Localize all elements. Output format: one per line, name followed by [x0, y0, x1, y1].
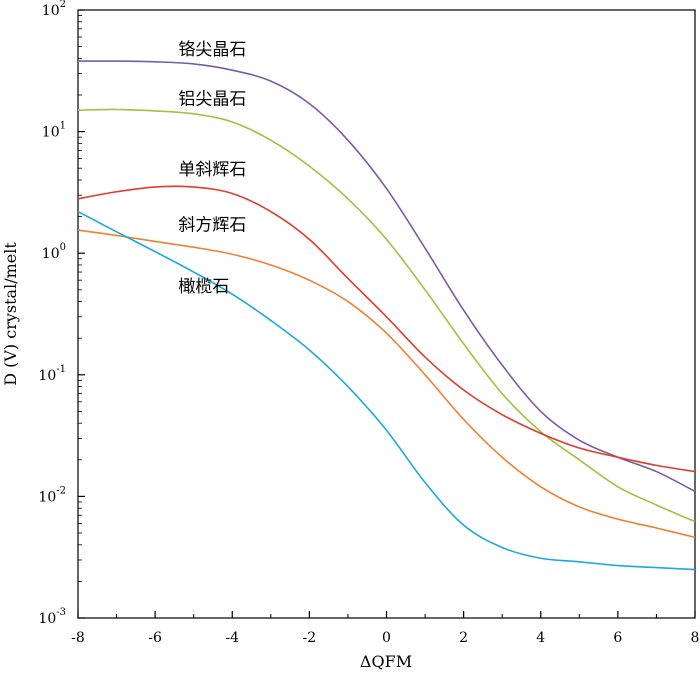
- series-label: 橄榄石: [178, 277, 229, 297]
- y-tick-label: 102: [42, 0, 66, 19]
- y-tick-exponent: -1: [56, 364, 66, 375]
- y-tick-label: 101: [42, 121, 66, 141]
- y-tick-exponent: 1: [60, 121, 66, 132]
- y-tick-base: 10: [38, 611, 56, 627]
- y-tick-exponent: 0: [60, 242, 66, 253]
- series-line: [77, 108, 696, 523]
- x-tick-label: -6: [148, 630, 162, 646]
- series-label: 斜方辉石: [178, 215, 246, 235]
- x-tick-label: -2: [303, 630, 317, 646]
- y-tick-base: 10: [42, 125, 60, 141]
- x-tick-label: 6: [613, 630, 622, 646]
- x-axis-label: ΔQFM: [360, 652, 412, 671]
- series-label: 单斜辉石: [178, 160, 246, 180]
- x-tick-label: -8: [71, 630, 85, 646]
- y-tick-label: 10-3: [38, 607, 66, 627]
- y-tick-label: 10-1: [38, 364, 66, 384]
- series-layer: [77, 60, 696, 571]
- series-line: [77, 60, 696, 493]
- series-line: [77, 210, 696, 571]
- y-tick-base: 10: [38, 368, 56, 384]
- y-tick-label: 10-2: [38, 485, 66, 505]
- y-tick-base: 10: [38, 489, 56, 505]
- y-tick-exponent: 2: [60, 0, 66, 10]
- y-tick-base: 10: [42, 246, 60, 262]
- y-tick-exponent: -3: [56, 607, 66, 618]
- series-label: 铬尖晶石: [178, 40, 246, 60]
- y-tick-label: 100: [42, 242, 66, 262]
- x-tick-label: 8: [691, 630, 700, 646]
- x-tick-label: 2: [459, 630, 468, 646]
- y-tick-exponent: -2: [56, 485, 66, 496]
- series-label: 铝尖晶石: [178, 89, 246, 109]
- x-tick-label: 0: [382, 630, 391, 646]
- series-line: [77, 185, 696, 473]
- x-tick-label: 4: [536, 630, 545, 646]
- y-tick-base: 10: [42, 3, 60, 19]
- plot-frame: [77, 9, 696, 619]
- y-axis-label: D (V) crystal/melt: [1, 242, 20, 386]
- x-tick-label: -4: [225, 630, 239, 646]
- series-line: [77, 229, 696, 539]
